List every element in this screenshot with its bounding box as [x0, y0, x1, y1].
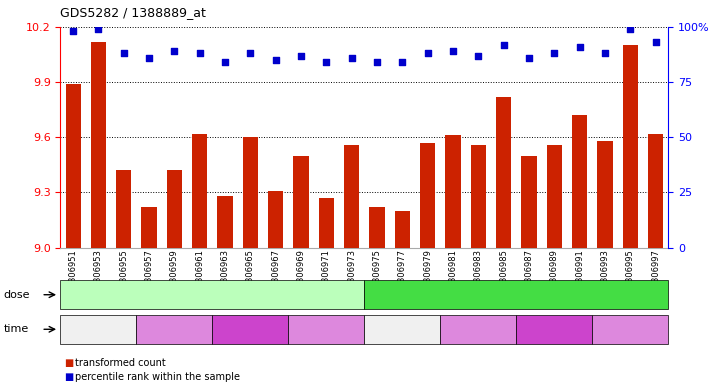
Point — [144, 55, 155, 61]
Bar — [445, 136, 461, 248]
Point — [194, 50, 205, 56]
Bar — [597, 141, 613, 248]
Point — [473, 53, 484, 59]
Bar — [242, 137, 258, 248]
Text: 0 h: 0 h — [394, 324, 411, 334]
Point — [599, 50, 611, 56]
Point — [625, 26, 636, 32]
Text: dose: dose — [4, 290, 30, 300]
Text: 4 h: 4 h — [469, 324, 487, 334]
Text: ■: ■ — [64, 372, 73, 382]
Bar — [395, 211, 410, 248]
Point — [397, 59, 408, 65]
Bar — [471, 145, 486, 248]
Point — [346, 55, 358, 61]
Text: transformed count: transformed count — [75, 358, 166, 368]
Point — [371, 59, 383, 65]
Point — [549, 50, 560, 56]
Text: 3 mg/kg RDX: 3 mg/kg RDX — [176, 290, 249, 300]
Point — [169, 48, 180, 54]
Text: 48 h: 48 h — [314, 324, 339, 334]
Text: GDS5282 / 1388889_at: GDS5282 / 1388889_at — [60, 6, 206, 19]
Text: 0 h: 0 h — [90, 324, 107, 334]
Bar — [623, 45, 638, 248]
Point — [92, 26, 104, 32]
Text: 4 h: 4 h — [166, 324, 183, 334]
Bar — [91, 41, 106, 248]
Bar — [648, 134, 663, 248]
Bar — [294, 156, 309, 248]
Point — [447, 48, 459, 54]
Bar — [141, 207, 156, 248]
Text: 24 h: 24 h — [238, 324, 263, 334]
Point — [118, 50, 129, 56]
Bar — [547, 145, 562, 248]
Point — [295, 53, 306, 59]
Bar — [496, 97, 511, 248]
Text: percentile rank within the sample: percentile rank within the sample — [75, 372, 240, 382]
Point — [220, 59, 231, 65]
Bar — [192, 134, 208, 248]
Text: 18 mg/kg RDX: 18 mg/kg RDX — [476, 290, 557, 300]
Bar — [319, 198, 334, 248]
Point — [498, 41, 509, 48]
Text: time: time — [4, 324, 29, 334]
Point — [270, 57, 282, 63]
Point — [650, 39, 661, 45]
Point — [245, 50, 256, 56]
Text: ■: ■ — [64, 358, 73, 368]
Bar — [218, 196, 232, 248]
Point — [523, 55, 535, 61]
Bar — [167, 170, 182, 248]
Bar — [65, 84, 81, 248]
Point — [574, 44, 585, 50]
Bar — [344, 145, 359, 248]
Text: 24 h: 24 h — [542, 324, 567, 334]
Bar — [420, 143, 435, 248]
Text: 48 h: 48 h — [618, 324, 643, 334]
Bar — [268, 190, 283, 248]
Point — [422, 50, 434, 56]
Bar — [521, 156, 537, 248]
Bar — [572, 115, 587, 248]
Point — [68, 28, 79, 35]
Point — [321, 59, 332, 65]
Bar — [116, 170, 132, 248]
Bar — [370, 207, 385, 248]
